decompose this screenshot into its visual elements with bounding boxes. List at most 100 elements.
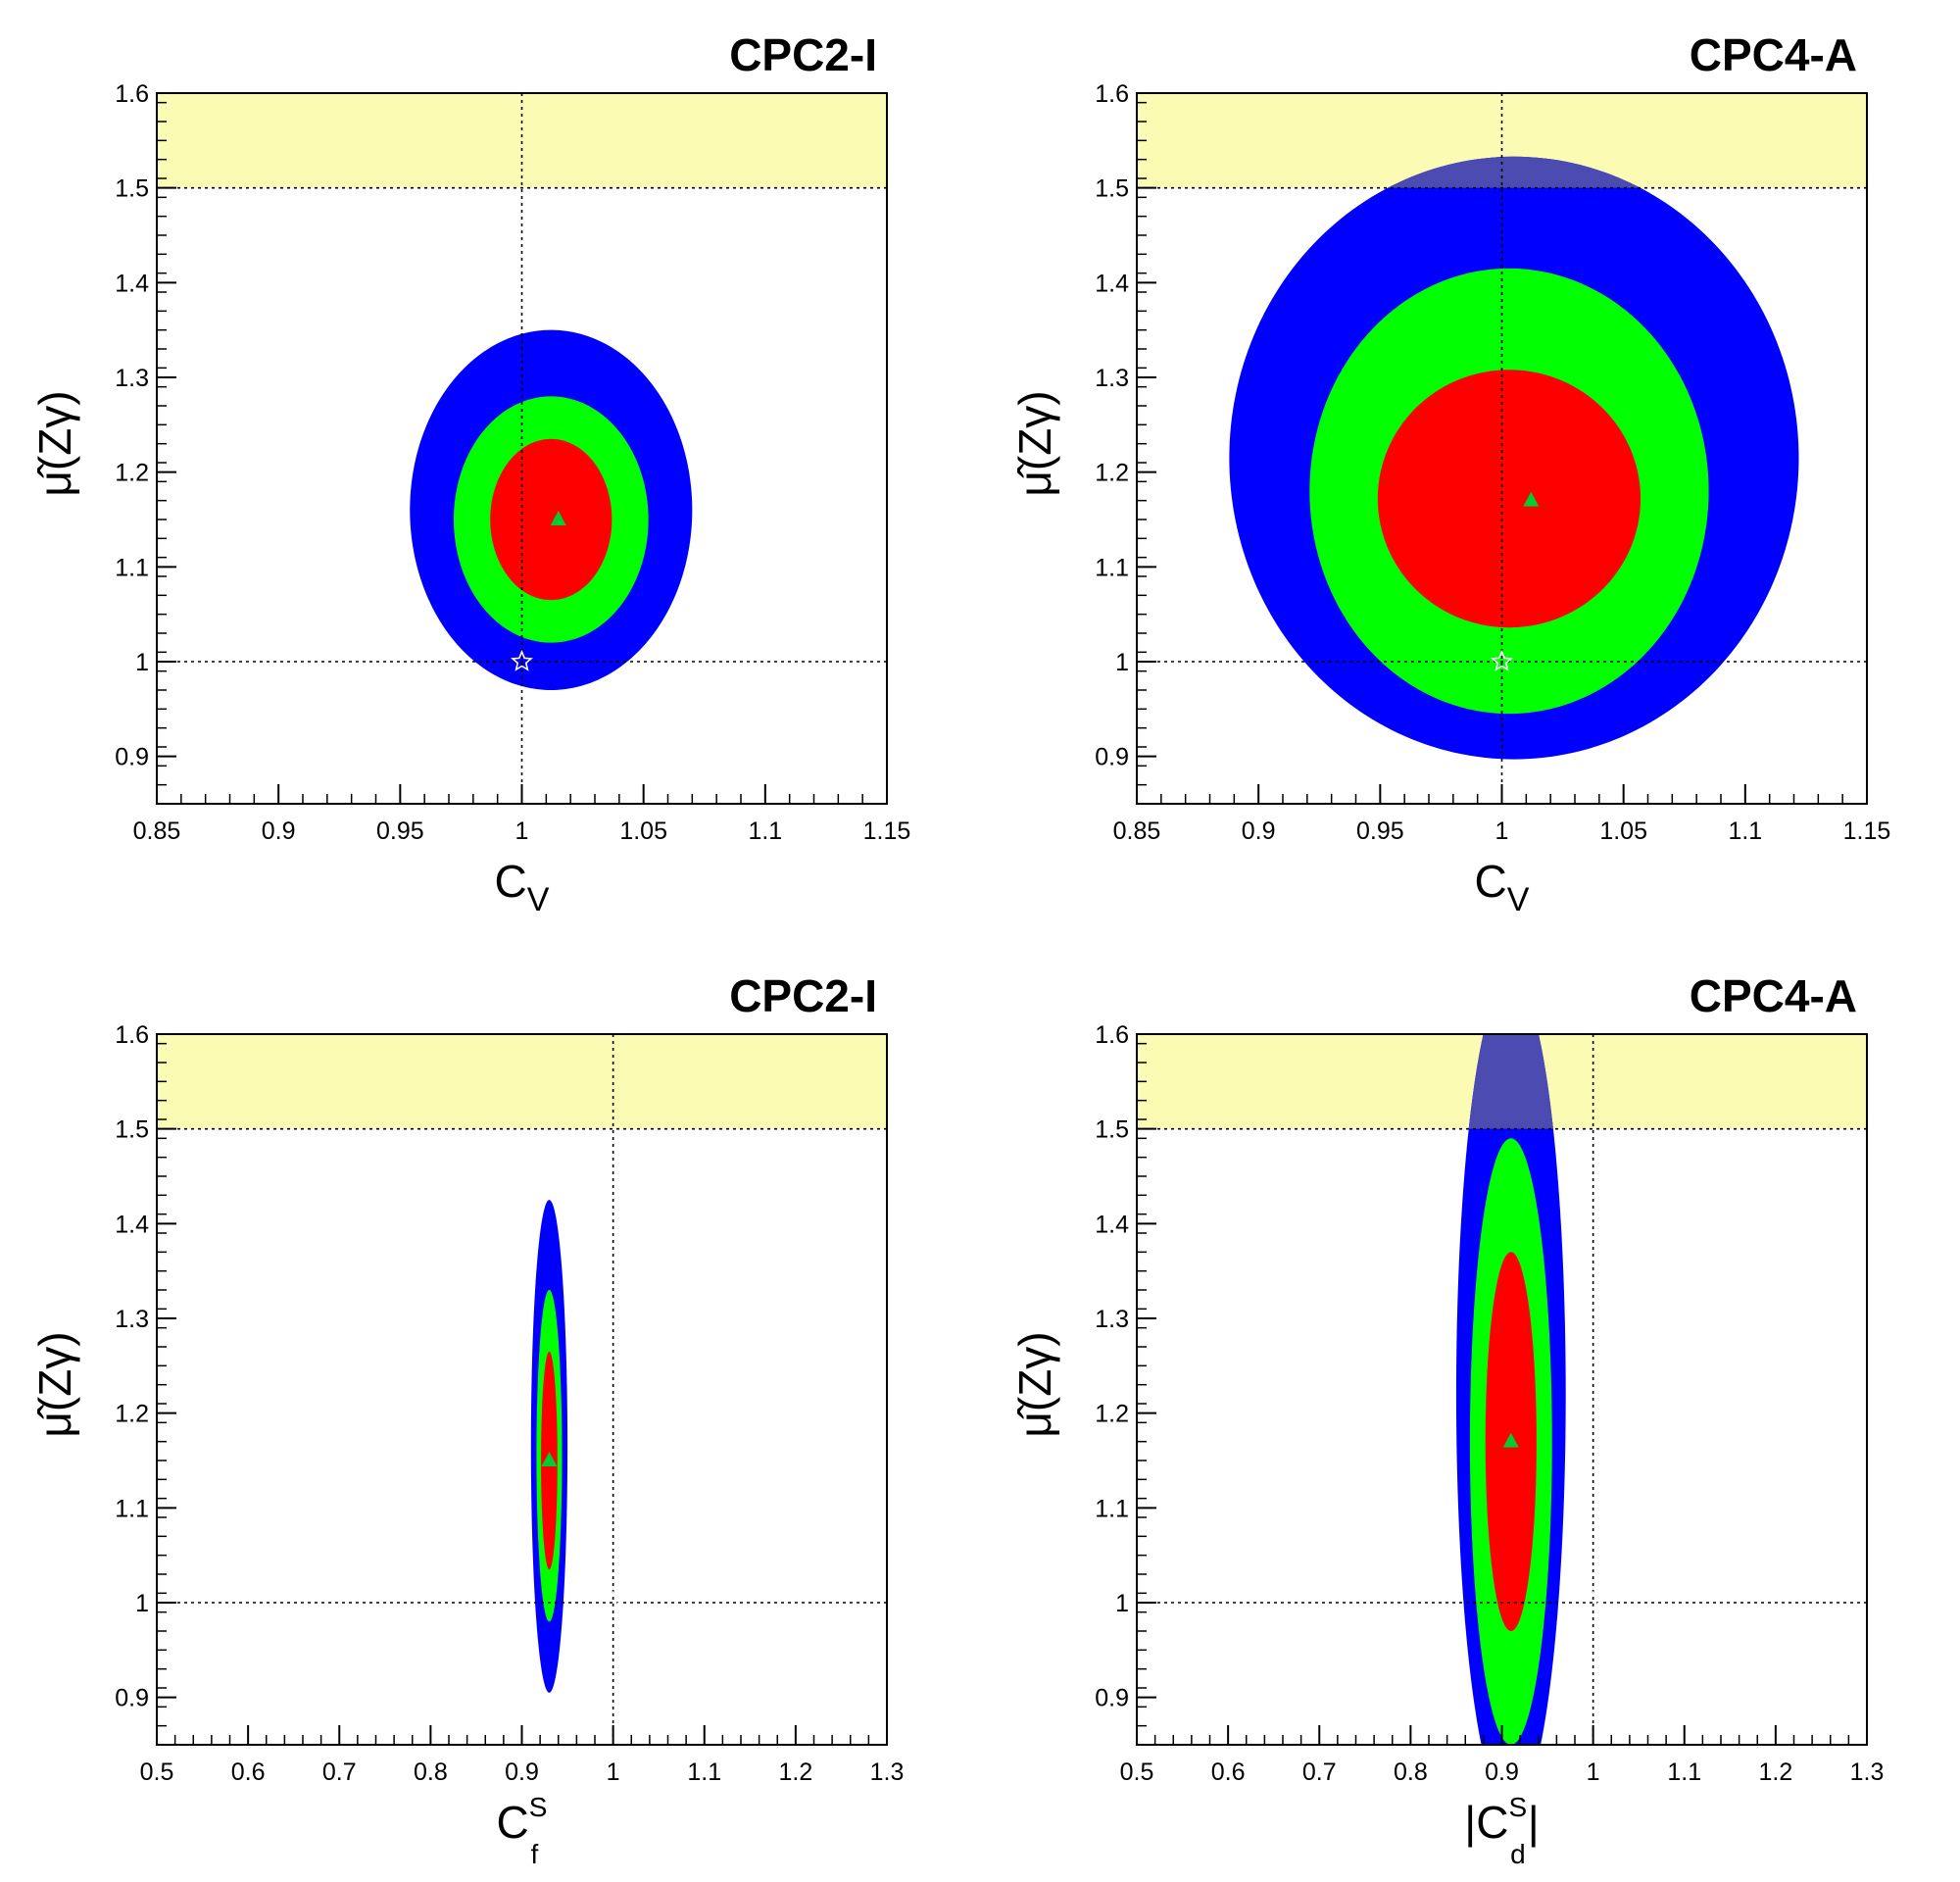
x-axis-title-superscript: S bbox=[529, 1792, 548, 1822]
best-fit-marker bbox=[1502, 1432, 1519, 1448]
best-fit-marker bbox=[1523, 491, 1540, 507]
x-tick-label: 0.8 bbox=[1394, 1758, 1428, 1786]
y-tick-label: 1.2 bbox=[1095, 460, 1129, 487]
contour-regions bbox=[1455, 1034, 1566, 1745]
excluded-band bbox=[157, 1034, 887, 1129]
panel-title: CPC2-I bbox=[729, 29, 877, 80]
chart-panel-cf-cpc2i: 0.5 0.6 0.7 0.8 0.9 1 1.1 1.2 1.3 0.9 1 1.1 1.2 1.3 1.… bbox=[0, 941, 980, 1882]
y-tick-label: 1.3 bbox=[1095, 365, 1129, 392]
x-axis-title-superscript: S bbox=[1508, 1792, 1527, 1822]
x-tick-label: 1 bbox=[515, 817, 529, 845]
x-tick-label: 1 bbox=[1587, 1758, 1600, 1786]
x-axis-title: CV bbox=[495, 856, 550, 918]
x-tick-label: 0.9 bbox=[262, 817, 296, 845]
x-axis-title: CV bbox=[1475, 856, 1530, 918]
sm-point-marker bbox=[1582, 1590, 1605, 1612]
x-tick-label: 0.7 bbox=[1302, 1758, 1337, 1786]
x-axis-title-subscript: d bbox=[1510, 1839, 1526, 1869]
sm-point-marker bbox=[602, 1590, 625, 1612]
chart-panel-cv-cpc4a: 0.85 0.9 0.95 1 1.05 1.1 1.15 0.9 1 1.1 1.2 1.3 1.4 1… bbox=[980, 0, 1960, 941]
x-tick-label: 1.2 bbox=[1758, 1758, 1792, 1786]
x-axis-title-subscript: V bbox=[527, 881, 550, 918]
x-tick-label: 1.1 bbox=[1667, 1758, 1701, 1786]
sm-point-marker bbox=[1491, 649, 1513, 671]
x-tick-label: 0.9 bbox=[1242, 817, 1276, 845]
y-tick-label: 1.3 bbox=[1095, 1306, 1129, 1333]
x-tick-label: 1.15 bbox=[863, 817, 911, 845]
x-tick-label: 0.85 bbox=[1113, 817, 1161, 845]
panel-title: CPC4-A bbox=[1690, 29, 1857, 80]
y-tick-label: 1.1 bbox=[115, 1495, 149, 1522]
y-tick-label: 1.4 bbox=[1095, 270, 1129, 297]
y-tick-label: 1.5 bbox=[1095, 175, 1129, 203]
x-tick-label: 1.05 bbox=[1599, 817, 1647, 845]
x-tick-label: 0.9 bbox=[505, 1758, 539, 1786]
y-tick-label: 1.3 bbox=[115, 365, 149, 392]
region-1sigma bbox=[490, 438, 612, 601]
x-tick-label: 0.9 bbox=[1485, 1758, 1519, 1786]
y-tick-label: 0.9 bbox=[115, 744, 149, 771]
x-tick-label: 1.3 bbox=[870, 1758, 905, 1786]
y-axis-title: μ̂(Zγ) bbox=[1009, 390, 1060, 496]
y-tick-label: 1 bbox=[1115, 1590, 1129, 1617]
x-tick-label: 0.6 bbox=[231, 1758, 266, 1786]
x-axis-title: CS f bbox=[497, 1792, 548, 1869]
y-tick-label: 1.4 bbox=[1095, 1211, 1129, 1238]
y-tick-label: 1.2 bbox=[115, 1401, 149, 1428]
x-tick-label: 1.15 bbox=[1843, 817, 1891, 845]
x-tick-label: 1.3 bbox=[1850, 1758, 1885, 1786]
x-axis-title-subscript: V bbox=[1507, 881, 1530, 918]
x-axis-title: |CS d| bbox=[1464, 1792, 1539, 1869]
sm-point-marker bbox=[511, 649, 533, 671]
y-tick-label: 1.5 bbox=[115, 1116, 149, 1144]
y-axis-title: μ̂(Zγ) bbox=[29, 1331, 80, 1437]
x-tick-label: 0.7 bbox=[322, 1758, 357, 1786]
chart-svg: 0.85 0.9 0.95 1 1.05 1.1 1.15 0.9 1 1.1 1.2 1.3 1.4 1… bbox=[29, 29, 911, 918]
x-tick-label: 1.2 bbox=[778, 1758, 812, 1786]
contour-regions bbox=[1229, 156, 1799, 760]
x-axis-title-abs-bar: | bbox=[1528, 1797, 1540, 1848]
y-tick-label: 1.2 bbox=[115, 460, 149, 487]
y-tick-label: 1.4 bbox=[115, 270, 149, 297]
x-tick-label: 0.8 bbox=[414, 1758, 448, 1786]
y-tick-label: 1.5 bbox=[1095, 1116, 1129, 1144]
x-tick-label: 0.5 bbox=[1120, 1758, 1154, 1786]
y-tick-label: 1.3 bbox=[115, 1306, 149, 1333]
y-tick-label: 0.9 bbox=[1095, 1685, 1129, 1712]
y-axis-title: μ̂(Zγ) bbox=[1009, 1331, 1060, 1437]
x-tick-label: 1.1 bbox=[687, 1758, 721, 1786]
x-tick-label: 0.6 bbox=[1211, 1758, 1246, 1786]
y-tick-label: 1 bbox=[1115, 649, 1129, 676]
chart-svg: 0.5 0.6 0.7 0.8 0.9 1 1.1 1.2 1.3 0.9 1 1.1 1.2 1.3 1.… bbox=[1009, 970, 1885, 1869]
chart-panel-cv-cpc2i: 0.85 0.9 0.95 1 1.05 1.1 1.15 0.9 1 1.1 1.2 1.3 1.4 1… bbox=[0, 0, 980, 941]
x-tick-label: 1 bbox=[1495, 817, 1509, 845]
y-axis-title: μ̂(Zγ) bbox=[29, 390, 80, 496]
region-1sigma bbox=[1377, 370, 1642, 628]
x-tick-label: 0.85 bbox=[133, 817, 181, 845]
region-3sigma-band-overlap bbox=[1388, 156, 1641, 188]
y-tick-label: 1 bbox=[135, 1590, 149, 1617]
y-tick-label: 1.4 bbox=[115, 1211, 149, 1238]
plot-frame bbox=[156, 1033, 888, 1746]
y-tick-label: 1.6 bbox=[115, 1021, 149, 1049]
panel-title: CPC2-I bbox=[729, 970, 877, 1021]
x-tick-label: 1.1 bbox=[748, 817, 782, 845]
y-tick-label: 1 bbox=[135, 649, 149, 676]
contour-regions bbox=[530, 1200, 568, 1693]
chart-svg: 0.85 0.9 0.95 1 1.05 1.1 1.15 0.9 1 1.1 1.2 1.3 1.4 1… bbox=[1009, 29, 1891, 918]
y-tick-label: 1.2 bbox=[1095, 1401, 1129, 1428]
chart-panel-cd-cpc4a: 0.5 0.6 0.7 0.8 0.9 1 1.1 1.2 1.3 0.9 1 1.1 1.2 1.3 1.… bbox=[980, 941, 1960, 1882]
y-tick-label: 1.1 bbox=[115, 554, 149, 581]
x-tick-label: 0.5 bbox=[140, 1758, 174, 1786]
y-tick-label: 0.9 bbox=[1095, 744, 1129, 771]
x-tick-label: 1.05 bbox=[619, 817, 667, 845]
x-tick-label: 1.1 bbox=[1728, 817, 1762, 845]
best-fit-marker bbox=[541, 1452, 558, 1466]
x-tick-label: 1 bbox=[607, 1758, 620, 1786]
y-tick-label: 1.5 bbox=[115, 175, 149, 203]
y-tick-label: 1.1 bbox=[1095, 554, 1129, 581]
x-tick-label: 0.95 bbox=[1356, 817, 1404, 845]
y-tick-label: 1.6 bbox=[115, 80, 149, 108]
y-tick-label: 1.6 bbox=[1095, 1021, 1129, 1049]
panel-title: CPC4-A bbox=[1690, 970, 1857, 1021]
